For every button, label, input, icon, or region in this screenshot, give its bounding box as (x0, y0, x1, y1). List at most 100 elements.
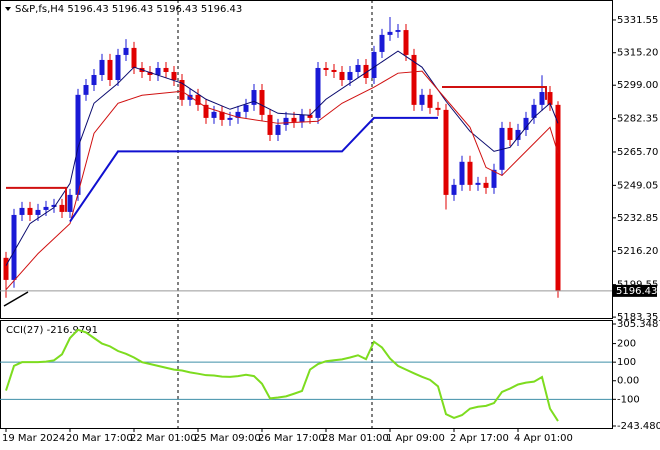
candle-body (99, 59, 105, 75)
candle-body (371, 51, 377, 78)
y-tick-label: 200 (617, 339, 636, 350)
overlay-line (5, 50, 559, 266)
candle-body (483, 182, 489, 188)
candle-body (83, 85, 89, 95)
candle-body (451, 184, 457, 195)
price-box (613, 284, 657, 297)
candle-body (467, 161, 473, 185)
candle-body (387, 31, 393, 35)
candle-body (275, 124, 281, 135)
candle-body (515, 129, 521, 140)
overlay-line (69, 116, 438, 223)
y-tick-label: 100 (617, 357, 636, 368)
candle-body (51, 204, 57, 207)
candle-body (395, 30, 401, 32)
candle-body (203, 104, 209, 118)
x-tick-label: 4 Apr 01:00 (514, 433, 573, 444)
candle-body (443, 109, 449, 195)
candle-body (491, 169, 497, 188)
candle-body (219, 111, 225, 120)
x-tick-label: 28 Mar 01:00 (322, 433, 389, 444)
candle-body (131, 47, 137, 68)
candle-body (427, 94, 433, 108)
candle-body (43, 206, 49, 210)
candle-body (379, 34, 385, 52)
candle-body (523, 117, 529, 130)
candle-body (67, 194, 73, 212)
y-tick-label: 0.00 (617, 376, 639, 387)
candle-body (235, 111, 241, 118)
candle-body (179, 80, 185, 100)
candle-body (323, 67, 329, 70)
cci-frame (0, 320, 613, 429)
candle-body (331, 69, 337, 72)
candle-body (123, 47, 129, 55)
overlay-line (6, 186, 67, 212)
candle-body (267, 114, 273, 135)
y-tick-label: 5331.55 (617, 15, 658, 26)
candle-body (507, 127, 513, 140)
candle-body (307, 114, 313, 118)
y-tick-label: 5299.00 (617, 80, 658, 91)
candle-body (155, 67, 161, 75)
candle-body (27, 207, 33, 215)
overlay-line (5, 70, 559, 291)
candle-body (291, 117, 297, 122)
candle-body (75, 94, 81, 195)
candle-body (531, 104, 537, 118)
candle-body (171, 71, 177, 81)
candle-body (411, 54, 417, 105)
chart-title: S&P,fs,H4 5196.43 5196.43 5196.43 5196.4… (15, 4, 242, 15)
candle-body (363, 64, 369, 78)
overlay-line (442, 86, 547, 100)
cci-title: CCI(27) -216.9791 (6, 325, 98, 336)
candle-body (243, 104, 249, 112)
x-tick-label: 26 Mar 17:00 (258, 433, 325, 444)
menu-triangle (5, 7, 11, 11)
candle-body (251, 90, 257, 105)
candle-body (91, 74, 97, 86)
candle-body (419, 94, 425, 105)
candle-body (539, 92, 545, 105)
y-tick-label: 5232.85 (617, 213, 658, 224)
candle-body (403, 30, 409, 55)
candle-body (59, 204, 65, 212)
y-tick-label: 5282.35 (617, 114, 658, 125)
candle-body (195, 94, 201, 105)
candle-body (11, 214, 17, 280)
candle-body (475, 182, 481, 185)
x-tick-label: 1 Apr 09:00 (386, 433, 445, 444)
x-tick-label: 20 Mar 17:00 (66, 433, 133, 444)
candle-body (299, 114, 305, 122)
y-tick-label: 5216.20 (617, 246, 658, 257)
candle-body (283, 117, 289, 125)
x-tick-label: 2 Apr 17:00 (450, 433, 509, 444)
y-tick-label: -100 (617, 394, 640, 405)
candle-body (547, 92, 553, 105)
x-tick-label: 22 Mar 01:00 (130, 433, 197, 444)
candle-body (19, 207, 25, 215)
trendline (3, 291, 29, 307)
y-tick-label: 5183.35 (617, 312, 658, 323)
candle-body (107, 59, 113, 81)
candle-body (435, 107, 441, 110)
candle-body (211, 111, 217, 118)
y-tick-label: 5249.05 (617, 180, 658, 191)
candle-body (35, 209, 41, 215)
y-tick-label: -243.4801 (617, 421, 660, 432)
candle-body (355, 64, 361, 72)
x-tick-label: 25 Mar 09:00 (194, 433, 261, 444)
x-tick-label: 19 Mar 2024 (2, 433, 65, 444)
candle-body (115, 54, 121, 81)
cci-line (5, 328, 559, 422)
candle-body (555, 104, 561, 291)
candle-body (147, 71, 153, 75)
y-tick-label: 305.3487 (617, 319, 660, 330)
candle-body (3, 257, 9, 280)
candle-body (187, 94, 193, 100)
y-tick-label: 5315.20 (617, 48, 658, 59)
candle-body (339, 71, 345, 81)
candle-body (227, 117, 233, 120)
